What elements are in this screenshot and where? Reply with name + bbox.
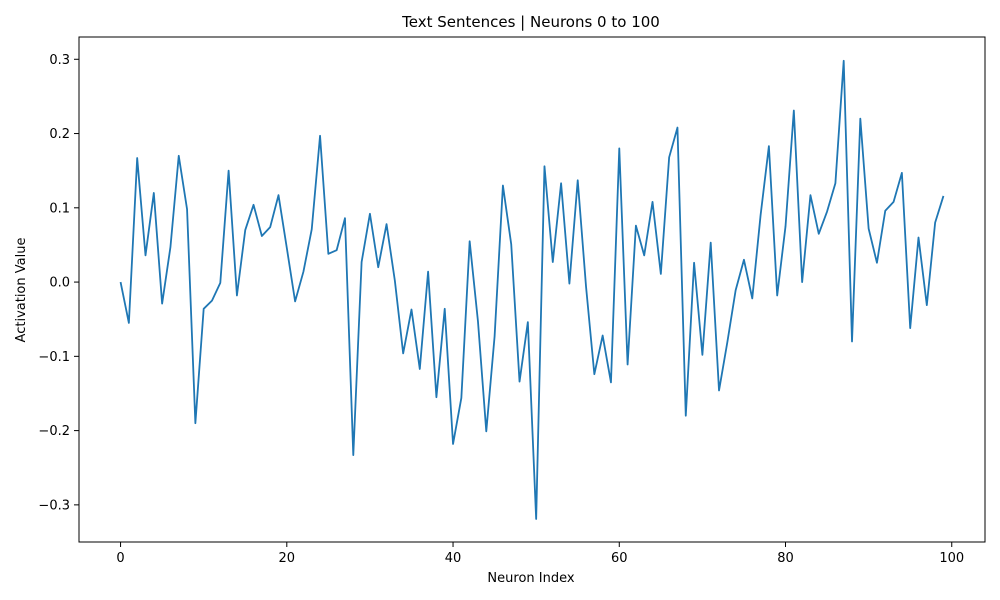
y-tick-label: −0.3 [38, 498, 70, 513]
y-tick-label: 0.0 [49, 276, 70, 291]
x-tick-label: 40 [445, 551, 462, 566]
plot-frame [78, 36, 986, 543]
x-tick-label: 100 [939, 551, 964, 566]
y-tick-label: 0.1 [49, 201, 70, 216]
y-axis-label: Activation Value [14, 238, 29, 343]
x-axis-label: Neuron Index [487, 571, 574, 586]
x-tick-label: 60 [611, 551, 628, 566]
y-tick-label: −0.2 [38, 424, 70, 439]
y-axis: −0.3 −0.2 −0.1 0.0 0.1 0.2 0.3 [38, 53, 79, 513]
chart-title: Text Sentences | Neurons 0 to 100 [401, 13, 660, 31]
plot-area [119, 59, 945, 520]
series-line-0 [119, 59, 945, 520]
x-tick-label: 80 [777, 551, 794, 566]
x-tick-label: 0 [116, 551, 124, 566]
x-axis: 0 20 40 60 80 100 [116, 542, 964, 566]
y-tick-label: −0.1 [38, 350, 70, 365]
y-tick-label: 0.2 [49, 127, 70, 142]
y-tick-label: 0.3 [49, 53, 70, 68]
x-tick-label: 20 [279, 551, 296, 566]
